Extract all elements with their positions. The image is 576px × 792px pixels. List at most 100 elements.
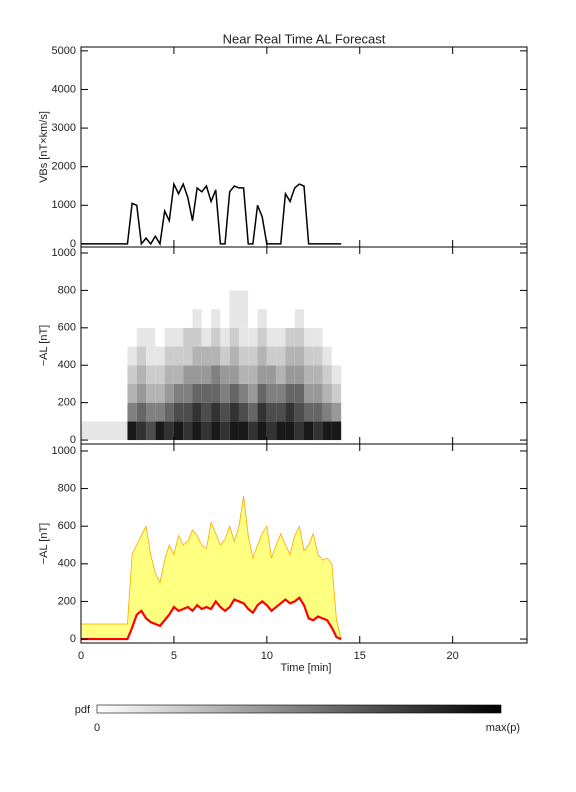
pdf-cell [304,309,314,328]
pdf-cell [192,346,202,366]
pdf-cell [238,383,249,403]
pdf-cell [173,383,184,403]
pdf-cell [155,309,165,328]
pdf-cell [183,290,193,310]
pdf-cell [146,309,156,328]
pdf-cell [136,327,147,347]
pdf-cell [155,346,165,366]
pdf-cell [229,365,239,384]
pdf-cell [285,383,295,403]
upper-envelope [81,496,342,640]
pdf-cell [313,402,323,422]
pdf-cell [211,290,221,310]
x-tick-label: 20 [447,650,459,662]
y-tick-label: 200 [58,595,76,607]
panel-frame [80,46,528,248]
pdf-cell [173,346,184,366]
y-tick-label: 1000 [52,199,76,211]
pdf-cell [313,290,323,310]
pdf-cell [266,365,277,384]
pdf-cell [136,421,147,441]
pdf-cell [211,365,221,384]
pdf-cell [173,327,184,347]
median-line [81,596,342,641]
pdf-cell [266,383,277,403]
pdf-cell [164,346,174,366]
pdf-cell [285,327,295,347]
pdf-cell [248,290,258,310]
pdf-cell [313,327,323,347]
pdf-cell [201,365,212,384]
pdf-cell [211,309,221,328]
pdf-cell [220,365,230,384]
chart-title: Near Real Time AL Forecast [223,31,386,46]
y-tick-label: 1000 [52,247,76,259]
pdf-cell [81,290,128,310]
pdf-cell [201,346,212,366]
pdf-cell [183,327,193,347]
pdf-cell [248,309,258,328]
pdf-cell [136,365,147,384]
pdf-cell [192,290,202,310]
pdf-cell [294,290,304,310]
pdf-cell [81,309,128,328]
pdf-cell [294,402,304,422]
pdf-cell [201,290,212,310]
pdf-cell [192,383,202,403]
pdf-cell [257,402,267,422]
panel-frame [80,443,528,644]
pdf-cell [248,421,258,441]
pdf-cell [257,421,267,441]
pdf-cell [276,309,286,328]
pdf-cell [331,290,342,310]
pdf-cell [136,383,147,403]
pdf-cell [304,383,314,403]
pdf-cell [127,383,137,403]
pdf-cell [173,421,184,441]
pdf-cell [155,327,165,347]
pdf-cell [127,327,137,347]
pdf-cell [201,327,212,347]
y-tick-label: 0 [70,633,76,645]
y-tick-label: 600 [58,322,76,334]
x-tick-label: 15 [354,650,366,662]
pdf-cell [266,309,277,328]
pdf-cell [192,365,202,384]
pdf-cell [146,290,156,310]
pdf-cell [331,383,342,403]
pdf-cell [304,346,314,366]
pdf-cell [238,346,249,366]
pdf-cell [257,365,267,384]
y-axis-label: −AL [nT] [38,325,50,366]
pdf-cell [248,346,258,366]
pdf-cell [146,365,156,384]
pdf-cell [220,421,230,441]
y-tick-label: 600 [58,520,76,532]
pdf-cell [248,327,258,347]
pdf-cell [192,309,202,328]
y-tick-label: 0 [70,238,76,250]
pdf-cell [266,290,277,310]
pdf-cell [155,402,165,422]
pdf-cell [285,421,295,441]
pdf-cell [201,383,212,403]
pdf-cell [294,309,304,328]
pdf-cell [183,346,193,366]
pdf-cell [127,290,137,310]
pdf-cell [313,309,323,328]
pdf-cell [146,402,156,422]
pdf-cell [322,402,332,422]
pdf-cell [81,402,128,422]
pdf-cell [322,383,332,403]
pdf-cell [164,327,174,347]
pdf-cell [266,402,277,422]
colorbar-max-label: max(p) [486,722,520,734]
pdf-cell [304,421,314,441]
pdf-cell [211,346,221,366]
pdf-cell [238,402,249,422]
pdf-cell [81,327,128,347]
pdf-cell [183,402,193,422]
pdf-cell [220,402,230,422]
pdf-cell [257,309,267,328]
pdf-cell [276,383,286,403]
